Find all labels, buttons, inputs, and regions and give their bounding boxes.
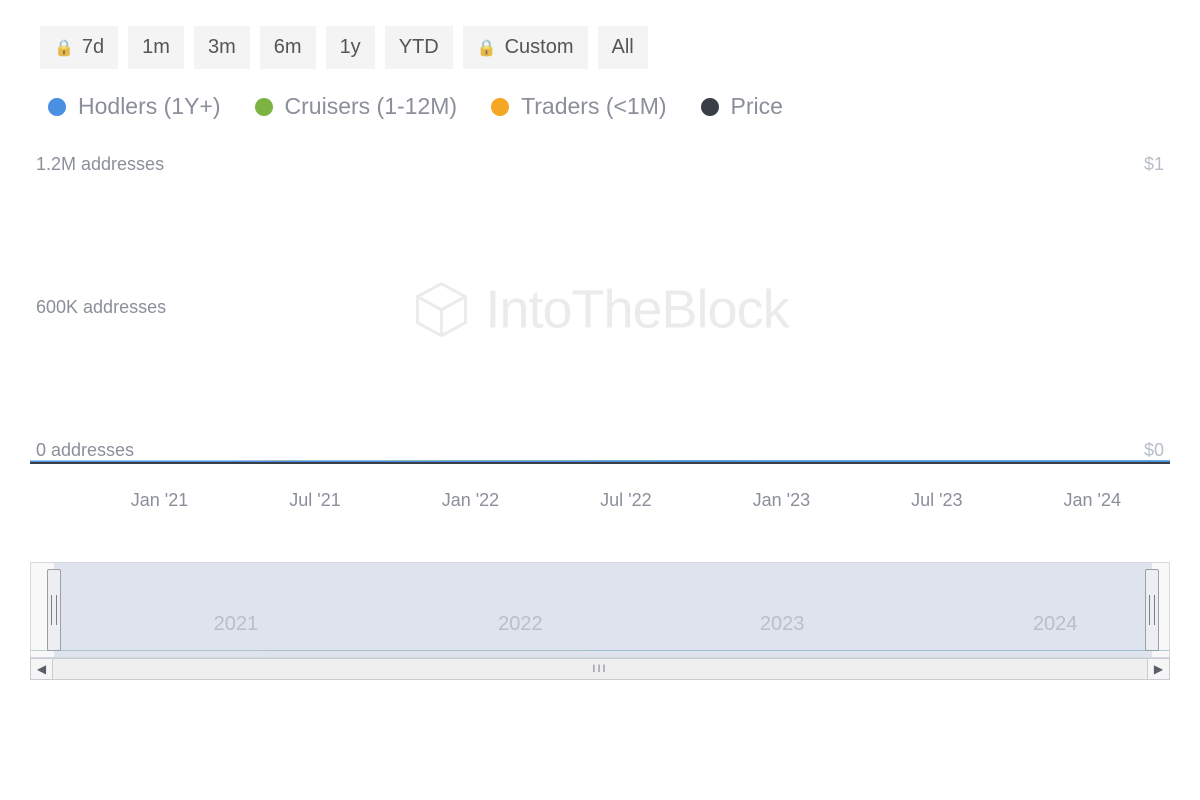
- legend-dot-icon: [491, 98, 509, 116]
- time-range-label: 6m: [274, 36, 302, 59]
- time-range-label: 1m: [142, 36, 170, 59]
- legend-label: Traders (<1M): [521, 93, 666, 120]
- time-range-1y[interactable]: 1y: [326, 26, 375, 69]
- y-left-tick-label: 1.2M addresses: [36, 154, 164, 175]
- time-range-label: 3m: [208, 36, 236, 59]
- legend-dot-icon: [255, 98, 273, 116]
- time-range-1m[interactable]: 1m: [128, 26, 184, 69]
- time-range-label: 7d: [82, 36, 104, 59]
- time-range-ytd[interactable]: YTD: [385, 26, 453, 69]
- time-range-3m[interactable]: 3m: [194, 26, 250, 69]
- legend: Hodlers (1Y+) Cruisers (1-12M) Traders (<1…: [48, 93, 1170, 120]
- time-range-all[interactable]: All: [598, 26, 648, 69]
- scroll-grip-icon: III: [592, 663, 607, 675]
- x-tick-label: Jul '21: [289, 490, 340, 511]
- navigator-year-label: 2022: [498, 613, 543, 636]
- time-range-label: YTD: [399, 36, 439, 59]
- legend-label: Cruisers (1-12M): [285, 93, 458, 120]
- legend-item[interactable]: Cruisers (1-12M): [255, 93, 458, 120]
- scroll-left-arrow-icon[interactable]: ◀: [31, 659, 53, 679]
- legend-item[interactable]: Traders (<1M): [491, 93, 666, 120]
- x-tick-label: Jul '23: [911, 490, 962, 511]
- time-range-label: 1y: [340, 36, 361, 59]
- time-range-7d[interactable]: 🔒 7d: [40, 26, 118, 69]
- time-range-label: Custom: [505, 36, 574, 59]
- scroll-track[interactable]: III: [53, 659, 1147, 679]
- legend-dot-icon: [48, 98, 66, 116]
- lock-icon: 🔒: [477, 38, 497, 58]
- range-navigator[interactable]: 2021 2022 2023 2024: [30, 562, 1170, 658]
- x-axis-line: [30, 462, 1170, 464]
- lock-icon: 🔒: [54, 38, 74, 58]
- x-tick-label: Jan '24: [1064, 490, 1121, 511]
- main-chart: 1.2M addresses$1600K addresses0 addresse…: [30, 150, 1170, 526]
- x-tick-label: Jan '23: [753, 490, 810, 511]
- x-tick-label: Jan '21: [131, 490, 188, 511]
- navigator-handle-right[interactable]: [1145, 569, 1159, 651]
- time-range-custom[interactable]: 🔒 Custom: [463, 26, 588, 69]
- navigator-year-label: 2021: [214, 613, 259, 636]
- navigator-year-label: 2024: [1033, 613, 1078, 636]
- navigator-year-label: 2023: [760, 613, 805, 636]
- y-right-tick-label: $1: [1144, 154, 1164, 175]
- legend-item[interactable]: Price: [701, 93, 783, 120]
- scroll-right-arrow-icon[interactable]: ▶: [1147, 659, 1169, 679]
- x-tick-label: Jan '22: [442, 490, 499, 511]
- legend-item[interactable]: Hodlers (1Y+): [48, 93, 221, 120]
- legend-label: Price: [731, 93, 783, 120]
- x-axis-labels: Jan '21 Jul '21 Jan '22 Jul '22 Jan '23 Jul '…: [30, 486, 1170, 526]
- time-range-6m[interactable]: 6m: [260, 26, 316, 69]
- navigator-handle-left[interactable]: [47, 569, 61, 651]
- legend-label: Hodlers (1Y+): [78, 93, 221, 120]
- time-range-label: All: [612, 36, 634, 59]
- legend-dot-icon: [701, 98, 719, 116]
- x-tick-label: Jul '22: [600, 490, 651, 511]
- time-range-bar: 🔒 7d 1m 3m 6m 1y YTD 🔒 Custom All: [40, 26, 1170, 69]
- horizontal-scrollbar[interactable]: ◀ III ▶: [30, 658, 1170, 680]
